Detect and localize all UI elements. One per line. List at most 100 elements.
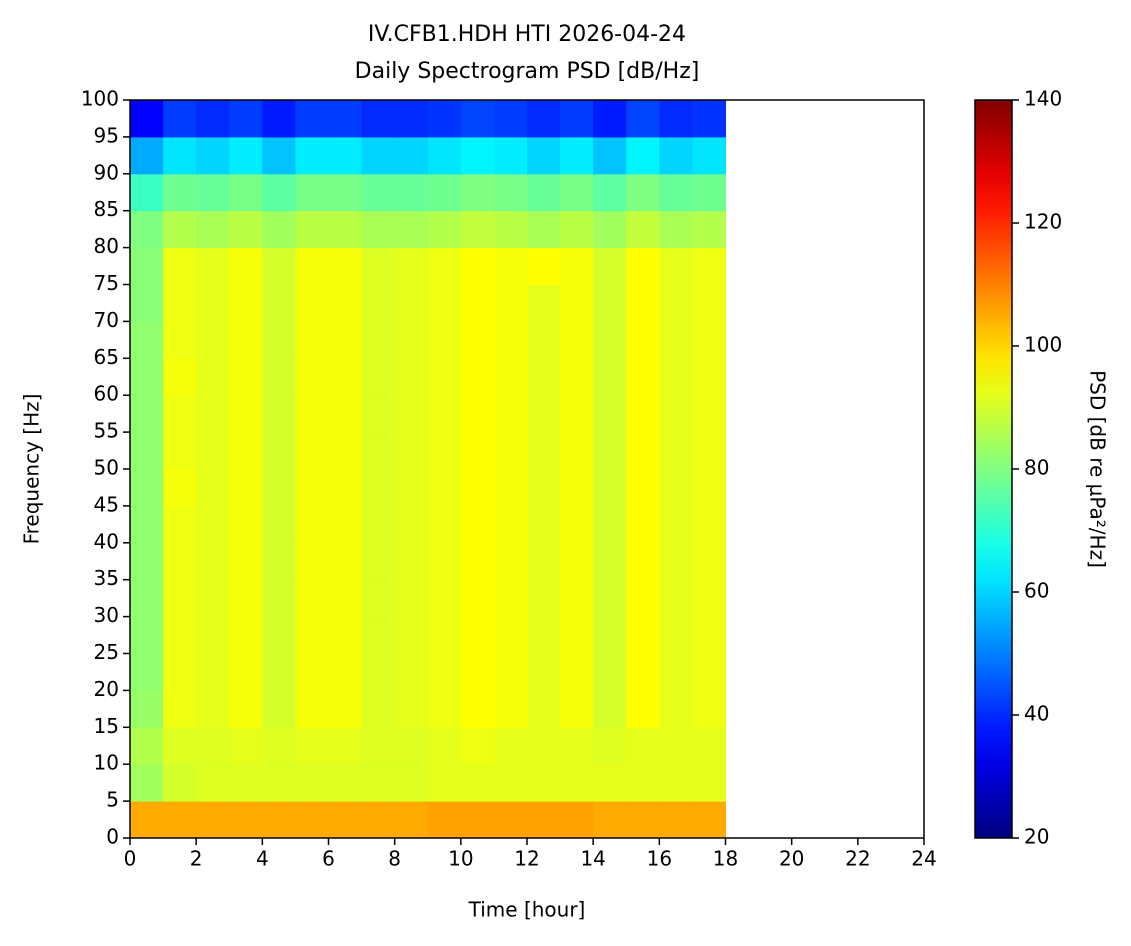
- cell: [328, 616, 363, 654]
- cell: [626, 100, 660, 138]
- cell: [692, 247, 726, 285]
- cell: [626, 801, 660, 839]
- cell: [163, 616, 197, 654]
- cell: [527, 284, 561, 322]
- cell: [560, 542, 594, 581]
- cell: [659, 321, 693, 359]
- y-tick-label: 15: [94, 714, 119, 738]
- cell: [361, 100, 396, 138]
- cell: [692, 358, 726, 396]
- cell: [130, 247, 164, 285]
- cell: [196, 653, 230, 691]
- cell: [295, 727, 329, 765]
- cell: [163, 321, 197, 359]
- cell: [196, 727, 230, 765]
- cell: [427, 579, 462, 618]
- cell: [692, 764, 726, 802]
- cell: [593, 505, 627, 544]
- cell: [196, 321, 230, 359]
- cell: [626, 432, 660, 470]
- cell: [527, 690, 561, 728]
- cell: [493, 395, 528, 433]
- cell: [427, 469, 462, 507]
- cell: [196, 210, 230, 249]
- y-tick-label: 45: [94, 492, 119, 516]
- cell: [527, 616, 561, 654]
- colorbar: [974, 99, 1013, 839]
- cell: [229, 579, 263, 618]
- cell: [394, 505, 429, 544]
- cell: [229, 469, 263, 507]
- cell: [196, 542, 230, 581]
- cell: [659, 247, 693, 285]
- cell: [493, 764, 528, 802]
- cell: [163, 505, 197, 544]
- cell: [361, 579, 396, 618]
- cell: [394, 727, 429, 765]
- cell: [692, 432, 726, 470]
- cell: [560, 247, 594, 285]
- cell: [493, 432, 528, 470]
- cell: [427, 210, 462, 249]
- cell: [692, 542, 726, 581]
- cell: [626, 579, 660, 618]
- cell: [626, 210, 660, 249]
- cell: [593, 801, 627, 839]
- cell: [593, 321, 627, 359]
- cell: [460, 616, 495, 654]
- cell: [295, 469, 329, 507]
- cell: [295, 616, 329, 654]
- y-tick-label: 0: [106, 825, 119, 849]
- cell: [593, 173, 627, 212]
- cell: [361, 321, 396, 359]
- cell: [229, 136, 263, 175]
- cell: [295, 358, 329, 396]
- cell: [527, 173, 561, 212]
- cell: [394, 690, 429, 728]
- cell: [262, 542, 296, 581]
- cell: [626, 247, 660, 285]
- cell: [527, 395, 561, 433]
- cell: [262, 690, 296, 728]
- cell: [130, 727, 164, 765]
- cell: [163, 469, 197, 507]
- x-tick-label: 2: [190, 847, 203, 871]
- cell: [593, 136, 627, 175]
- cell: [493, 136, 528, 175]
- cell: [163, 210, 197, 249]
- cell: [692, 395, 726, 433]
- cell: [262, 210, 296, 249]
- cell: [130, 100, 164, 138]
- cell: [427, 727, 462, 765]
- cell: [527, 542, 561, 581]
- cell: [527, 210, 561, 249]
- cell: [130, 801, 164, 839]
- cell: [493, 505, 528, 544]
- cell: [593, 210, 627, 249]
- cell: [130, 690, 164, 728]
- y-tick-label: 75: [94, 271, 119, 295]
- cell: [460, 579, 495, 618]
- cell: [460, 395, 495, 433]
- cell: [560, 210, 594, 249]
- cell: [163, 801, 197, 839]
- cell: [295, 210, 329, 249]
- cell: [229, 284, 263, 322]
- cell: [560, 284, 594, 322]
- cell: [493, 321, 528, 359]
- cell: [626, 542, 660, 581]
- cell: [692, 321, 726, 359]
- x-tick-label: 0: [124, 847, 137, 871]
- cell: [262, 358, 296, 396]
- cell: [394, 210, 429, 249]
- cell: [394, 801, 429, 839]
- cell: [361, 358, 396, 396]
- cell: [593, 469, 627, 507]
- cell: [163, 358, 197, 396]
- cell: [626, 469, 660, 507]
- cell: [527, 801, 561, 839]
- cell: [593, 284, 627, 322]
- cell: [659, 432, 693, 470]
- cell: [560, 690, 594, 728]
- cell: [493, 173, 528, 212]
